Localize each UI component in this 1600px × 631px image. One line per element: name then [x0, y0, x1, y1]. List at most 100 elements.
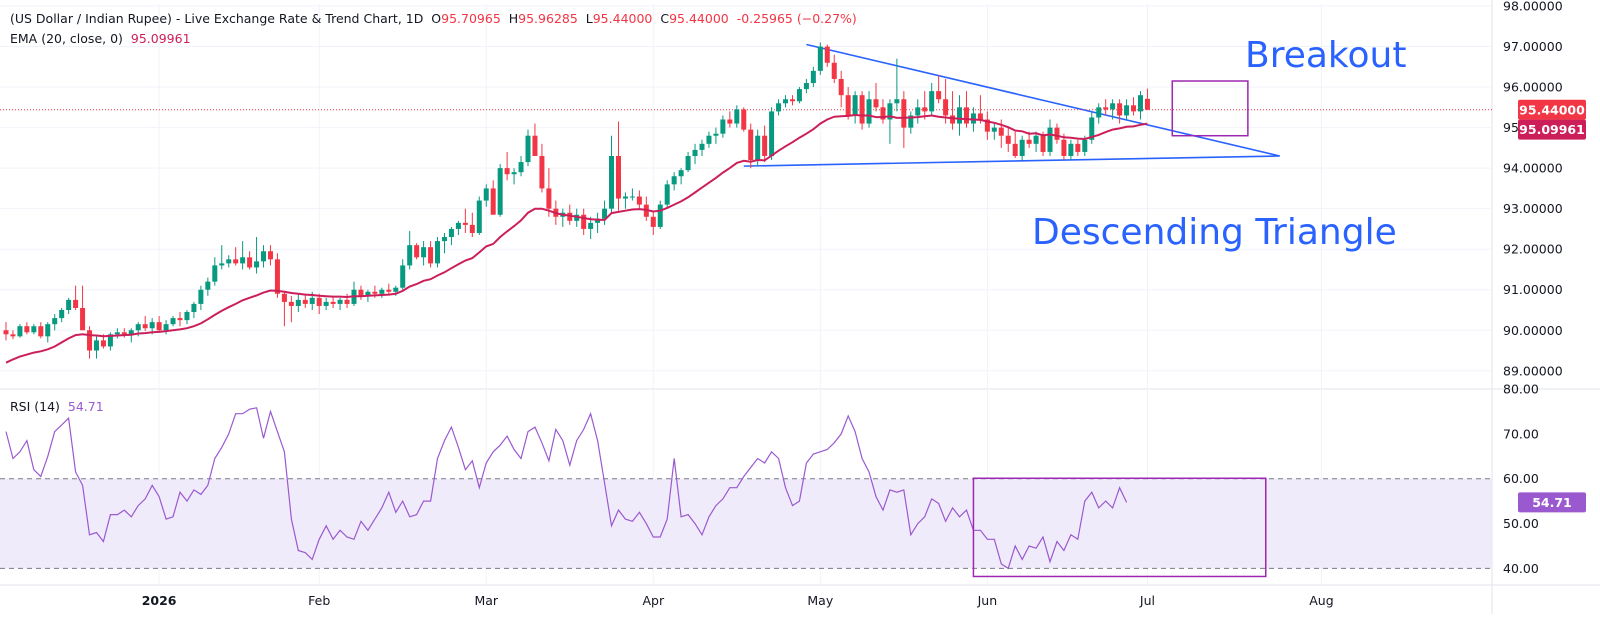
- candle: [518, 155, 524, 177]
- candle: [114, 328, 120, 339]
- candle: [59, 307, 65, 323]
- candle: [316, 293, 322, 315]
- time-tick-label: 2026: [142, 593, 177, 608]
- candle: [609, 135, 615, 213]
- candle: [1110, 99, 1116, 120]
- candle: [386, 283, 392, 295]
- candle: [358, 285, 364, 300]
- candle: [671, 172, 677, 191]
- candle: [796, 87, 802, 104]
- candle: [448, 226, 454, 246]
- candle: [191, 301, 197, 319]
- candle: [198, 285, 204, 310]
- candle: [1047, 119, 1053, 156]
- candle: [66, 297, 72, 315]
- candle: [1124, 99, 1130, 120]
- candle: [295, 293, 301, 313]
- candle: [734, 105, 740, 128]
- ema-legend[interactable]: EMA (20, close, 0) 95.09961: [10, 31, 191, 46]
- candle: [936, 74, 942, 104]
- candle: [247, 251, 253, 270]
- time-axis[interactable]: 2026 Feb Mar Apr May Jun Jul Aug: [142, 593, 1334, 608]
- candle: [984, 111, 990, 140]
- price-tick-label: 91.00000: [1503, 282, 1563, 297]
- candle: [539, 143, 545, 193]
- candle: [476, 196, 482, 236]
- open-label: O: [431, 11, 442, 26]
- candle: [803, 78, 809, 94]
- breakout-annotation: Breakout: [1245, 35, 1406, 76]
- ema-badge: 95.09961: [1518, 119, 1586, 140]
- candle: [706, 131, 712, 148]
- axis-badges: 95.44000 95.09961 54.71: [1518, 99, 1586, 513]
- candles[interactable]: [3, 42, 1150, 359]
- candle: [337, 297, 343, 310]
- candle: [351, 281, 357, 306]
- candle: [622, 192, 628, 209]
- rsi-legend[interactable]: RSI (14) 54.71: [10, 399, 104, 414]
- candle: [685, 151, 691, 173]
- candle: [281, 291, 287, 327]
- candle: [10, 330, 16, 340]
- rsi-line: [5, 407, 1128, 570]
- low-label: L: [585, 11, 593, 26]
- candle: [817, 42, 823, 75]
- triangle-annotation: Descending Triangle: [1032, 212, 1397, 253]
- rsi-tick-label: 60.00: [1503, 471, 1539, 486]
- price-tick-label: 93.00000: [1503, 201, 1563, 216]
- candle: [929, 83, 935, 116]
- candle: [170, 316, 176, 327]
- candle: [435, 237, 441, 268]
- candle: [595, 212, 601, 233]
- candle: [421, 241, 427, 266]
- candle: [407, 230, 413, 270]
- candle: [880, 99, 886, 124]
- candle: [205, 277, 211, 296]
- candle: [887, 99, 893, 144]
- candle: [546, 168, 552, 217]
- time-tick-label: Jun: [977, 593, 998, 608]
- candle: [52, 314, 58, 331]
- price-axis[interactable]: 89.00000 90.00000 91.00000 92.00000 93.00000…: [1503, 0, 1563, 576]
- open-value: 95.70965: [441, 11, 501, 26]
- candle: [859, 91, 865, 130]
- ema-polyline: [5, 113, 1148, 364]
- candle: [602, 200, 608, 225]
- candle: [240, 241, 246, 270]
- trendline: [743, 155, 1280, 167]
- price-tick-label: 90.00000: [1503, 323, 1563, 338]
- candle: [908, 111, 914, 134]
- time-tick-label: May: [807, 593, 833, 608]
- candle: [3, 322, 9, 341]
- candle: [789, 95, 795, 106]
- candle: [588, 216, 594, 240]
- candle: [762, 125, 768, 163]
- time-tick-label: Jul: [1139, 593, 1155, 608]
- chart-legend: (US Dollar / Indian Rupee) - Live Exchan…: [10, 11, 857, 26]
- candle: [783, 95, 789, 108]
- rsi-label: RSI (14): [10, 399, 60, 414]
- candle: [400, 259, 406, 290]
- candle: [212, 257, 218, 286]
- rsi-tick-label: 40.00: [1503, 561, 1539, 576]
- candle: [219, 245, 225, 270]
- candle: [525, 129, 531, 167]
- ema-label: EMA (20, close, 0): [10, 31, 123, 46]
- candle: [650, 210, 656, 236]
- price-tick-label: 89.00000: [1503, 363, 1563, 378]
- candle: [323, 297, 329, 310]
- rsi-band: [0, 478, 1492, 569]
- candle: [73, 285, 79, 310]
- candle: [657, 200, 663, 229]
- candle: [643, 196, 649, 221]
- candle: [922, 91, 928, 120]
- high-value: 95.96285: [518, 11, 578, 26]
- candle: [629, 188, 635, 201]
- candle: [1103, 99, 1109, 116]
- candle: [1033, 131, 1039, 152]
- rsi-tick-label: 50.00: [1503, 516, 1539, 531]
- candle: [615, 121, 621, 211]
- candle: [469, 212, 475, 238]
- candle: [664, 180, 670, 209]
